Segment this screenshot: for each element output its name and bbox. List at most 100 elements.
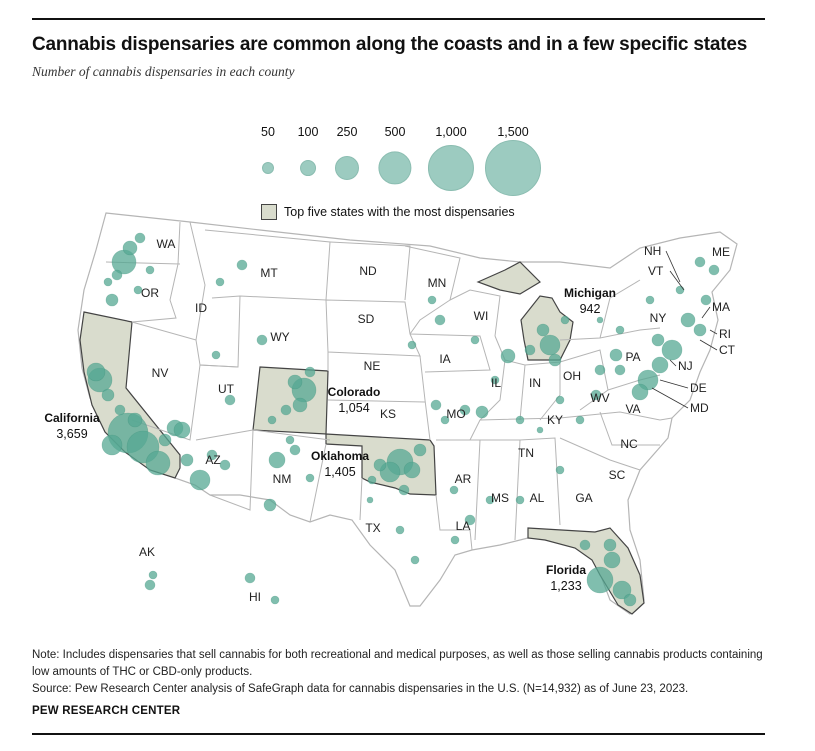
- state-label-al: AL: [530, 491, 545, 505]
- state-label-sd: SD: [358, 312, 375, 326]
- county-circle: [623, 593, 637, 607]
- northeast-callouts: NH VT ME MA RI CT NJ DE MD: [644, 244, 736, 415]
- county-circle: [631, 383, 649, 401]
- county-circle: [285, 435, 295, 445]
- state-label-ak: AK: [139, 545, 155, 559]
- county-circle: [614, 364, 626, 376]
- size-legend: 50 100 250 500 1,000 1,500: [0, 0, 815, 230]
- county-circle: [555, 395, 565, 405]
- state-label-ny: NY: [650, 311, 667, 325]
- us-map: WA OR ID MT WY ND SD NE MN WI IA NV UT KS MO IL IN OH KY AZ…: [44, 212, 738, 615]
- county-circle: [680, 312, 696, 328]
- county-circle: [403, 461, 421, 479]
- size-legend-label: 50: [261, 125, 275, 139]
- size-legend-circle: [334, 155, 360, 181]
- source-text: Source: Pew Research Center analysis of …: [32, 683, 689, 695]
- county-circle: [603, 551, 621, 569]
- county-circle: [609, 348, 623, 362]
- county-circle: [86, 362, 106, 382]
- county-circle: [395, 525, 405, 535]
- state-label-wy: WY: [270, 330, 289, 344]
- state-label-wv: WV: [590, 391, 609, 405]
- state-label-ks: KS: [380, 407, 396, 421]
- top-rule: [32, 18, 765, 20]
- county-circle: [596, 316, 604, 324]
- state-label-de: DE: [690, 381, 707, 395]
- state-label-md: MD: [690, 401, 709, 415]
- county-circle: [215, 277, 225, 287]
- highlight-value-california: 3,659: [56, 427, 87, 441]
- county-circle: [206, 449, 218, 461]
- county-circle: [450, 535, 460, 545]
- state-label-tn: TN: [518, 446, 534, 460]
- county-circle: [105, 293, 119, 307]
- state-label-hi: HI: [249, 590, 261, 604]
- county-circle: [114, 404, 126, 416]
- county-circle: [440, 415, 450, 425]
- county-circle: [145, 265, 155, 275]
- highlight-value-colorado: 1,054: [338, 401, 369, 415]
- county-circle: [694, 256, 706, 268]
- state-label-or: OR: [141, 286, 159, 300]
- state-label-ne: NE: [364, 359, 381, 373]
- county-circle: [211, 350, 221, 360]
- pew-research-center-logo: PEW RESEARCH CENTER: [32, 705, 181, 717]
- highlight-name-colorado: Colorado: [328, 385, 381, 399]
- size-legend-label: 1,000: [435, 125, 467, 139]
- county-circle: [651, 333, 665, 347]
- county-circle: [289, 444, 301, 456]
- county-circle: [180, 453, 194, 467]
- county-circle: [524, 344, 536, 356]
- state-label-mt: MT: [260, 266, 278, 280]
- county-circle: [430, 399, 442, 411]
- county-circle: [603, 538, 617, 552]
- state-label-nm: NM: [273, 472, 292, 486]
- state-label-ky: KY: [547, 413, 563, 427]
- size-legend-circle: [485, 140, 541, 196]
- callout-line: [659, 379, 689, 389]
- callout-line: [701, 306, 711, 319]
- county-circle: [470, 335, 480, 345]
- county-circle: [661, 339, 683, 361]
- county-circle: [615, 325, 625, 335]
- state-label-az: AZ: [205, 453, 220, 467]
- county-circle: [590, 389, 602, 401]
- county-circle: [539, 334, 561, 356]
- state-label-pa: PA: [625, 350, 640, 364]
- county-circle: [407, 340, 417, 350]
- callout-line: [651, 387, 689, 409]
- county-circle: [645, 295, 655, 305]
- highlighted-state-labels: California 3,659 Oklahoma 1,405 Florida 1,233…: [44, 286, 616, 593]
- highlight-value-michigan: 942: [580, 302, 601, 316]
- county-circle: [267, 415, 277, 425]
- top-five-legend-label: Top five states with the most dispensari…: [284, 205, 515, 219]
- county-circle: [485, 495, 495, 505]
- footnotes: Note: Includes dispensaries that sell ca…: [32, 647, 772, 698]
- state-label-nd: ND: [359, 264, 377, 278]
- state-label-la: LA: [456, 519, 471, 533]
- county-circle: [675, 285, 685, 295]
- county-circle: [287, 374, 303, 390]
- county-circle: [101, 434, 123, 456]
- state-label-sc: SC: [609, 468, 626, 482]
- county-circle: [189, 469, 211, 491]
- size-legend-circle: [300, 160, 316, 176]
- state-label-va: VA: [625, 402, 640, 416]
- county-circle: [148, 570, 158, 580]
- state-label-il: IL: [491, 376, 501, 390]
- county-circle: [413, 443, 427, 457]
- callout-line: [665, 250, 681, 283]
- county-circle: [127, 412, 143, 428]
- county-circle: [427, 295, 437, 305]
- county-circle: [579, 539, 591, 551]
- county-circle: [515, 495, 525, 505]
- county-circle: [490, 375, 500, 385]
- highlight-name-california: California: [44, 411, 100, 425]
- state-label-ut: UT: [218, 382, 235, 396]
- county-circle: [398, 484, 410, 496]
- county-circle: [268, 451, 286, 469]
- county-circle: [612, 580, 632, 600]
- county-circle: [158, 433, 172, 447]
- county-circle: [111, 269, 123, 281]
- county-circle: [173, 421, 191, 439]
